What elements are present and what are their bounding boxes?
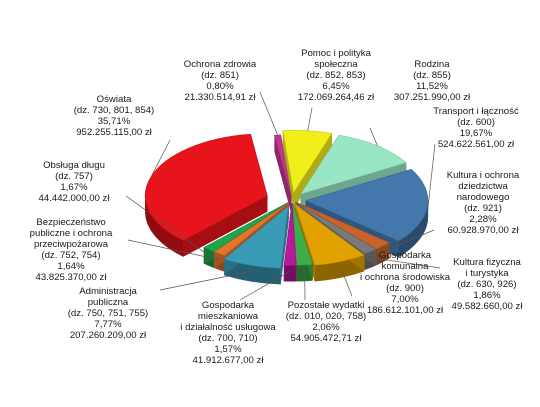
label-oswiata: Oświata (dz. 730, 801, 854) 35,71% 952.2… — [73, 94, 155, 138]
label-obsluga-dlugu: Obsługa długu (dz. 757) 1,67% 44.442.000… — [38, 160, 110, 204]
label-gospodarka-komunalna: Gospodarka komunalna i ochrona środowisk… — [359, 250, 451, 316]
leader-line-8 — [159, 271, 252, 291]
label-pomoc-spoleczna: Pomoc i polityka społeczna (dz. 852, 853… — [297, 48, 375, 103]
leader-line-4 — [370, 257, 441, 269]
slice-4 — [295, 202, 377, 254]
slice-5 — [294, 203, 365, 266]
label-bezpieczenstwo: Bezpieczeństwo publiczne i ochrona przec… — [29, 217, 113, 283]
label-transport: Transport i łączność (dz. 600) 19,67% 52… — [433, 106, 519, 150]
label-kultura-dziedzictwo: Kultura i ochrona dziedzictwa narodowego… — [446, 170, 520, 236]
leader-line-5 — [340, 267, 353, 297]
leader-line-3 — [382, 229, 435, 253]
slice-11 — [144, 133, 268, 241]
leader-line-9 — [127, 239, 220, 261]
label-kultura-fizyczna: Kultura fizyczna i turystyka (dz. 630, 9… — [451, 257, 523, 312]
label-rodzina: Rodzina (dz. 855) 11,52% 307.251.990,00 … — [393, 59, 471, 103]
leader-line-1 — [369, 127, 378, 146]
pie-tops — [144, 130, 429, 269]
slice-6 — [292, 203, 313, 266]
leader-line-12 — [259, 91, 278, 136]
label-gospodarka-mieszkaniowa: Gospodarka mieszkaniowa i działalność us… — [180, 300, 276, 366]
slice-2 — [305, 169, 429, 242]
slice-3 — [296, 202, 390, 250]
leader-line-7 — [239, 270, 291, 301]
leader-line-2 — [427, 143, 436, 213]
slice-0 — [282, 130, 333, 194]
slice-10 — [203, 202, 289, 252]
leader-line-11 — [150, 139, 171, 177]
leader-lines — [125, 91, 441, 301]
slice-8 — [223, 205, 289, 269]
leader-line-10 — [125, 195, 209, 256]
slice-7 — [283, 203, 297, 266]
label-administracja: Administracja publiczna (dz. 750, 751, 7… — [67, 286, 149, 341]
leader-line-0 — [307, 107, 313, 131]
label-pozostale-wydatki: Pozostałe wydatki (dz. 010, 020, 758) 2,… — [285, 300, 367, 344]
slice-9 — [213, 202, 289, 256]
label-ochrona-zdrowia: Ochrona zdrowia (dz. 851) 0,80% 21.330.5… — [183, 59, 257, 103]
